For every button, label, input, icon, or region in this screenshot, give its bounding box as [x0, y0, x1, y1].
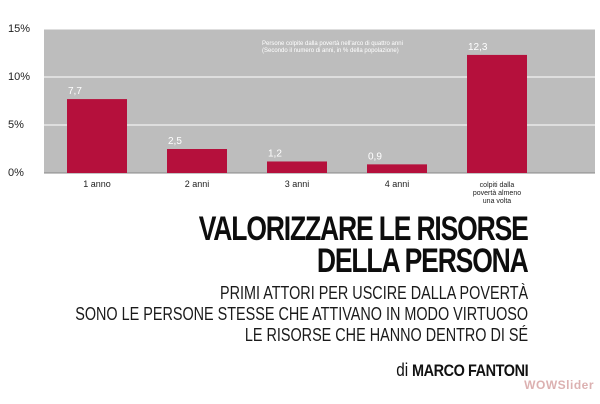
- article-headline: Valorizzare le risorse della persona: [199, 210, 529, 280]
- subtitle-line: sono le persone stesse che attivano in m…: [75, 304, 528, 324]
- bar: [67, 99, 127, 173]
- data-label: 2,5: [168, 136, 182, 147]
- y-tick-label: 15%: [8, 23, 30, 35]
- data-label: 1,2: [268, 148, 282, 159]
- bar: [167, 149, 227, 173]
- headline-line: Valorizzare le risorse: [199, 210, 529, 248]
- x-tick-label: 2 anni: [185, 179, 210, 189]
- author-name: Marco Fantoni: [411, 361, 529, 380]
- x-tick-label: 1 anno: [83, 179, 111, 189]
- y-tick-label: 5%: [8, 119, 24, 131]
- article-subtitle: Primi attori per uscire dalla povertà so…: [75, 283, 528, 346]
- chart-annotation-line-2: (Secondo il numero di anni, in % della p…: [262, 48, 399, 54]
- data-label: 12,3: [468, 42, 488, 53]
- subtitle-line: Primi attori per uscire dalla povertà: [219, 283, 529, 303]
- data-label: 0,9: [368, 151, 382, 162]
- x-tick-label: 4 anni: [385, 179, 410, 189]
- chart-svg: 0% 5% 10% 15% 7,7 2,5 1,2 0,9 12,3 1 anno 2 anni…: [8, 23, 595, 205]
- x-tick-label: povertà almeno: [473, 190, 521, 197]
- bar: [367, 164, 427, 173]
- author-byline: di Marco Fantoni: [396, 360, 528, 381]
- headline-line: della persona: [317, 242, 529, 280]
- y-tick-label: 0%: [8, 167, 24, 179]
- chart-annotation-line-1: Persone colpite dalla povertà nell'arco …: [262, 41, 403, 47]
- watermark-logo: WOWSlider: [524, 378, 594, 392]
- subtitle-line: le risorse che hanno dentro di sé: [244, 325, 528, 345]
- x-tick-layer: 1 anno 2 anni 3 anni 4 anni colpiti dallapov…: [83, 179, 521, 205]
- data-label: 7,7: [68, 86, 82, 97]
- author-prefix: di: [396, 360, 408, 380]
- y-tick-label: 10%: [8, 71, 30, 83]
- poverty-bar-chart: 0% 5% 10% 15% 7,7 2,5 1,2 0,9 12,3 1 anno 2 anni…: [8, 23, 595, 205]
- y-tick-layer: 0% 5% 10% 15%: [8, 23, 30, 179]
- bar: [467, 54, 527, 173]
- x-tick-label: una volta: [483, 198, 512, 205]
- bar: [267, 161, 327, 173]
- bar-layer: [67, 54, 527, 173]
- data-label-layer: 7,7 2,5 1,2 0,9 12,3: [68, 42, 488, 162]
- x-tick-label: 3 anni: [285, 179, 310, 189]
- x-tick-label: colpiti dalla: [480, 182, 515, 189]
